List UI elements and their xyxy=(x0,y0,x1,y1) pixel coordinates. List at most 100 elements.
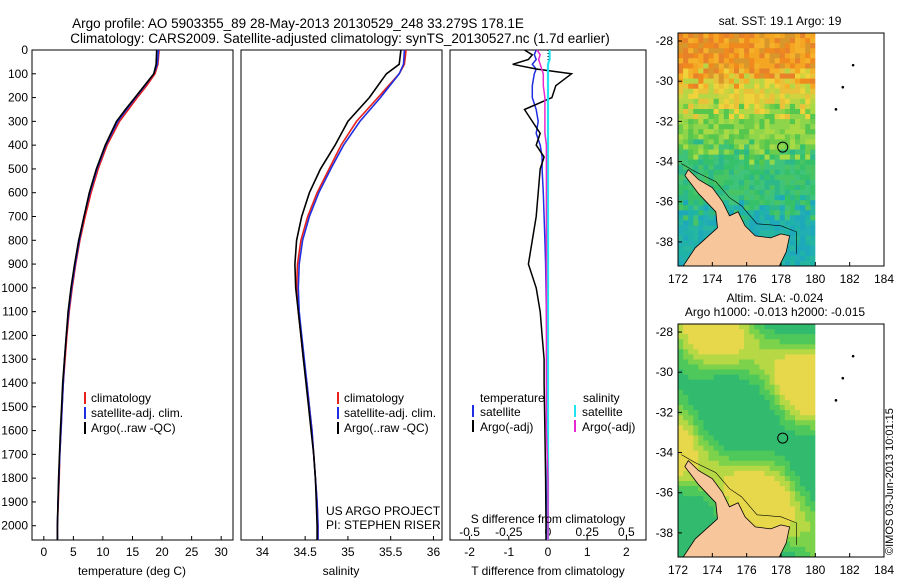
map-grid-cell xyxy=(708,159,715,166)
map-grid-cell xyxy=(683,486,689,492)
map-grid-cell xyxy=(795,440,801,447)
map-grid-cell xyxy=(744,420,750,426)
map-grid-cell xyxy=(795,491,801,497)
map-grid-cell xyxy=(805,73,811,80)
island-marker xyxy=(834,399,838,402)
map-grid-cell xyxy=(728,124,735,130)
map-grid-cell xyxy=(784,109,791,115)
map-grid-cell xyxy=(749,149,755,156)
map-grid-cell xyxy=(759,506,766,512)
map-grid-cell xyxy=(728,58,735,64)
map-grid-cell xyxy=(723,425,730,431)
map-grid-cell xyxy=(683,215,689,221)
map-grid-cell xyxy=(703,405,710,411)
map-grid-cell xyxy=(800,541,806,548)
map-grid-cell xyxy=(759,476,766,482)
map-grid-cell xyxy=(784,119,791,125)
map-grid-cell xyxy=(744,210,750,216)
map-grid-cell xyxy=(779,109,786,115)
map-grid-cell xyxy=(703,521,710,528)
map-grid-cell xyxy=(759,134,766,140)
map-grid-cell xyxy=(774,220,781,227)
lat-tick-label: -34 xyxy=(656,155,674,169)
map-grid-cell xyxy=(718,33,725,39)
map-grid-cell xyxy=(800,435,806,442)
map-grid-cell xyxy=(769,68,776,75)
map-grid-cell xyxy=(754,501,760,507)
map-grid-cell xyxy=(764,134,771,140)
map-grid-cell xyxy=(774,440,781,447)
map-grid-cell xyxy=(774,379,781,386)
map-grid-cell xyxy=(759,450,766,457)
map-grid-cell xyxy=(754,364,760,371)
map-grid-cell xyxy=(739,430,745,437)
map-grid-cell xyxy=(713,119,720,125)
map-grid-cell xyxy=(764,440,771,447)
map-grid-cell xyxy=(784,78,791,85)
map-grid-cell xyxy=(769,220,776,227)
map-grid-cell xyxy=(749,109,755,115)
map-grid-cell xyxy=(683,511,689,518)
map-grid-cell xyxy=(810,134,816,140)
depth-tick-label: 200 xyxy=(8,91,28,105)
map-grid-cell xyxy=(795,174,801,181)
map-grid-cell xyxy=(708,389,715,396)
map-grid-cell xyxy=(774,486,781,492)
map-grid-cell xyxy=(749,88,755,95)
map-grid-cell xyxy=(805,144,811,151)
map-grid-cell xyxy=(739,154,745,161)
map-grid-cell xyxy=(744,339,750,345)
t-tick-label: 1 xyxy=(584,545,591,559)
map-grid-cell xyxy=(810,521,816,528)
map-grid-cell xyxy=(774,339,781,345)
map-grid-cell xyxy=(784,139,791,146)
map-grid-cell xyxy=(713,354,720,361)
map-grid-cell xyxy=(744,445,750,452)
map-grid-cell xyxy=(795,420,801,426)
map-grid-cell xyxy=(739,124,745,130)
map-grid-cell xyxy=(678,486,684,492)
map-grid-cell xyxy=(728,190,735,196)
map-grid-cell xyxy=(795,450,801,457)
map-grid-cell xyxy=(789,83,796,90)
map-grid-cell xyxy=(795,501,801,507)
t-tick-label: -2 xyxy=(464,545,475,559)
map-grid-cell xyxy=(789,154,796,161)
map-grid-cell xyxy=(749,470,755,477)
map-grid-cell xyxy=(678,190,684,196)
map-grid-cell xyxy=(759,420,766,426)
map-grid-cell xyxy=(728,394,735,401)
map-grid-cell xyxy=(713,38,720,44)
map-grid-cell xyxy=(769,420,776,426)
s-tick-label: 0.25 xyxy=(576,525,600,539)
island-marker xyxy=(851,354,855,358)
map-grid-cell xyxy=(779,43,786,49)
map-grid-cell xyxy=(739,78,745,85)
map-grid-cell xyxy=(789,324,796,330)
map-grid-cell xyxy=(810,430,816,437)
map-grid-cell xyxy=(769,73,776,80)
map-grid-cell xyxy=(795,506,801,512)
map-grid-cell xyxy=(795,430,801,437)
map-grid-cell xyxy=(795,83,801,90)
map-grid-cell xyxy=(703,119,710,125)
map-grid-cell xyxy=(779,369,786,376)
map-grid-cell xyxy=(800,33,806,39)
map-grid-cell xyxy=(744,400,750,406)
depth-tick-label: 500 xyxy=(8,162,28,176)
map-grid-cell xyxy=(764,491,771,497)
map-grid-cell xyxy=(795,400,801,406)
map-grid-cell xyxy=(698,48,704,54)
map-grid-cell xyxy=(789,33,796,39)
north-island-land xyxy=(682,459,791,557)
map-grid-cell xyxy=(723,334,730,340)
map-grid-cell xyxy=(703,440,710,447)
map-grid-cell xyxy=(795,541,801,548)
map-grid-cell xyxy=(800,159,806,166)
map-grid-cell xyxy=(734,190,740,196)
map-grid-cell xyxy=(744,63,750,70)
map-grid-cell xyxy=(744,470,750,477)
map-grid-cell xyxy=(683,450,689,457)
map-grid-cell xyxy=(718,195,725,201)
x-tick-label: 10 xyxy=(96,545,110,559)
